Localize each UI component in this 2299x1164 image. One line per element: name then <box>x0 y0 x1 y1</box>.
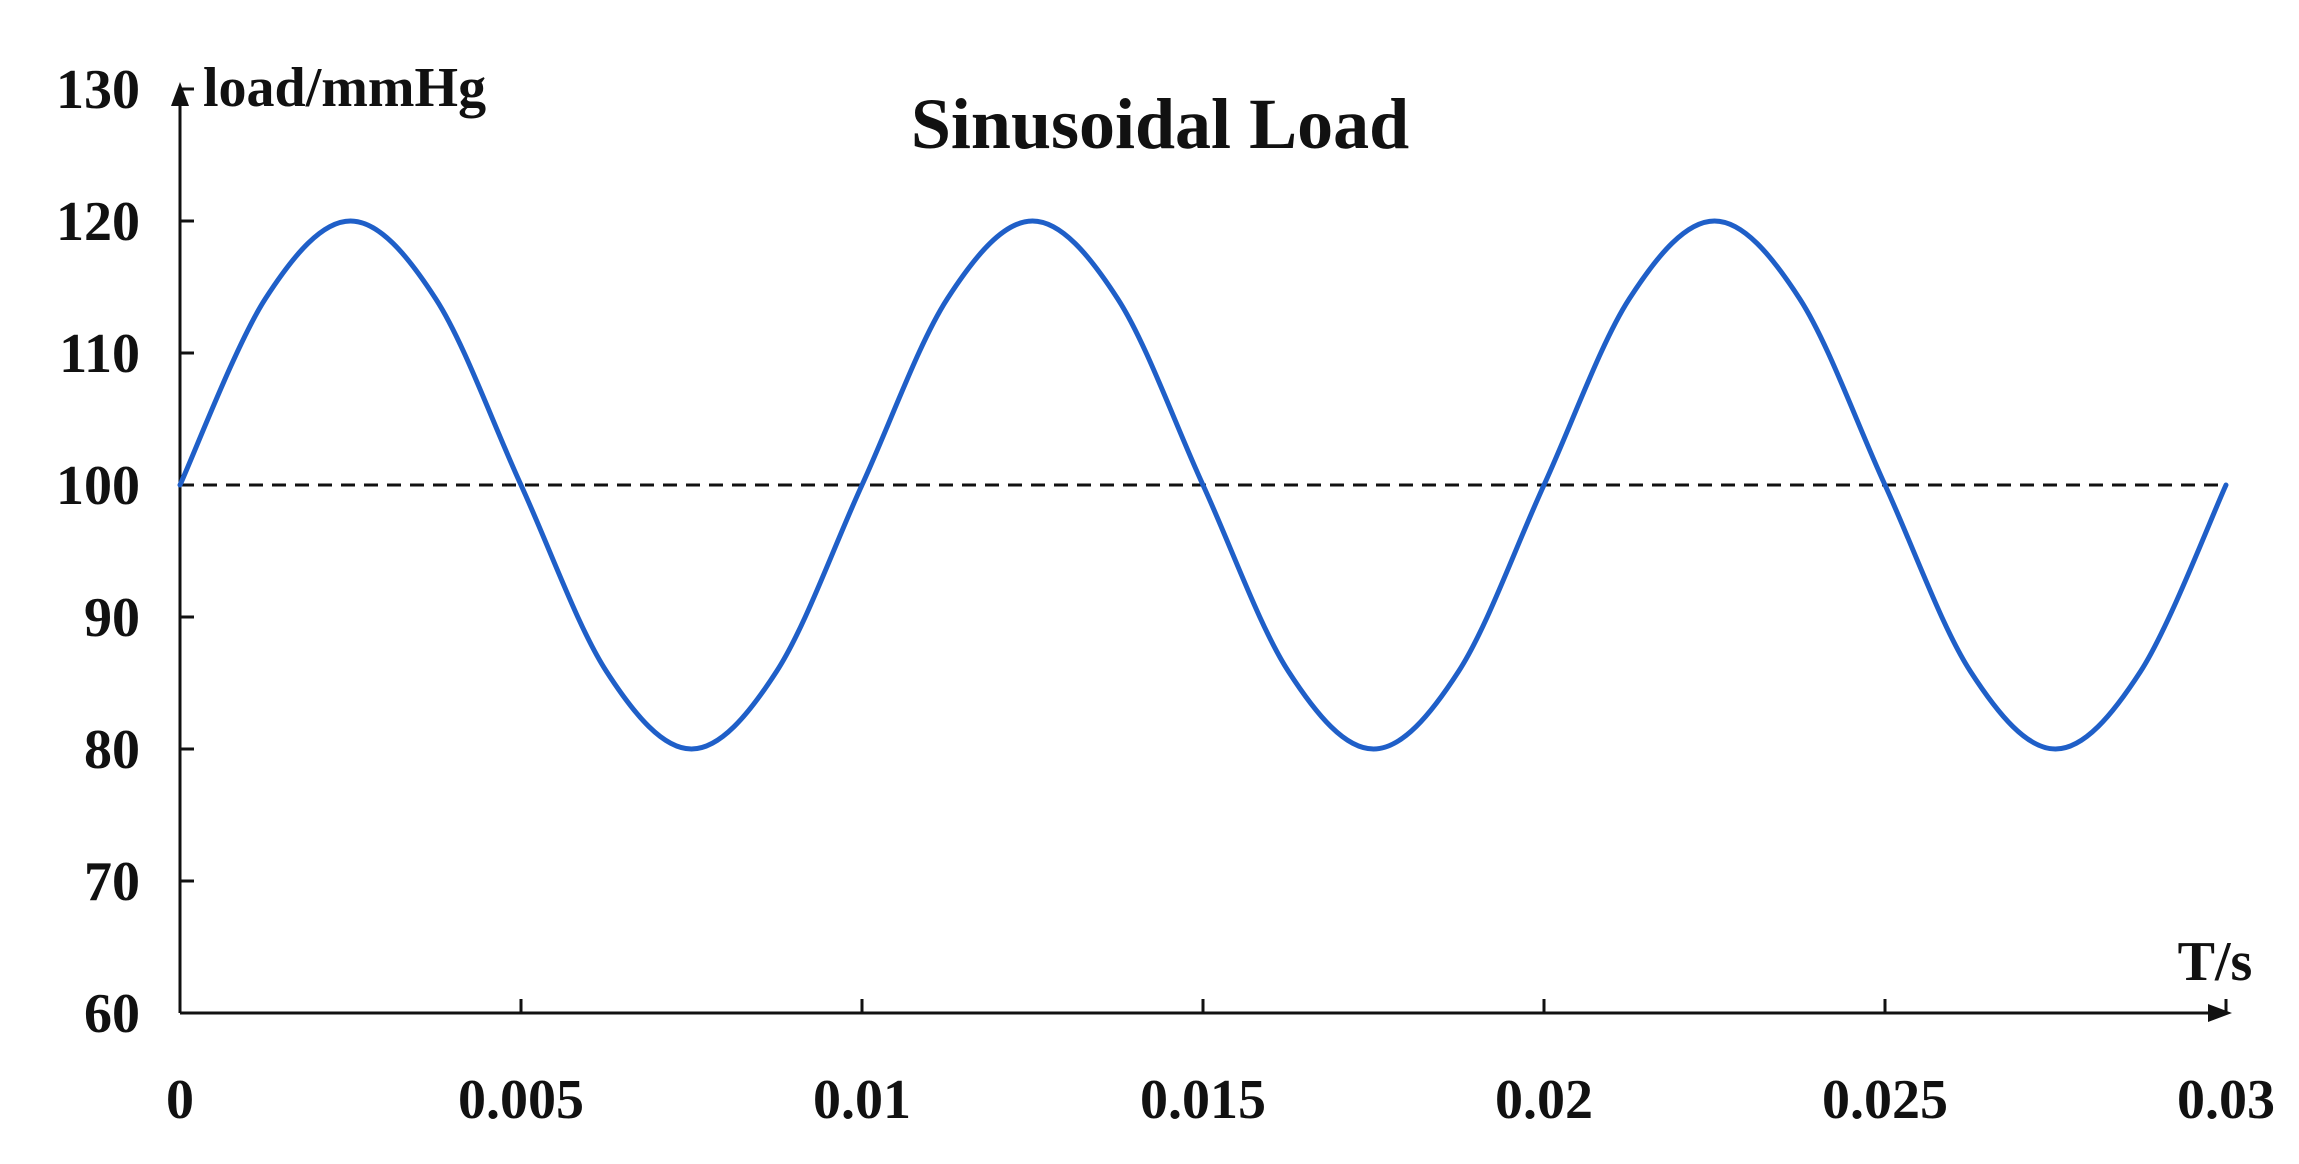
series-line <box>177 218 2229 752</box>
x-tick-label: 0.01 <box>813 1069 911 1131</box>
series-layer <box>177 218 2229 752</box>
labels-layer: 60 70 80 90 100 110 120 130 0 0.005 0.01 0.015 0.02 0… <box>56 59 2275 1131</box>
y-axis-title: load/mmHg <box>203 57 486 119</box>
axes <box>171 82 2232 1022</box>
y-tick-label: 110 <box>59 323 140 385</box>
y-tick-label: 80 <box>84 719 140 781</box>
x-axis-arrow <box>2208 1004 2232 1022</box>
x-tick-label: 0 <box>166 1069 194 1131</box>
y-tick-label: 60 <box>84 983 140 1045</box>
x-tick-label: 0.025 <box>1822 1069 1948 1131</box>
x-tick-label: 0.015 <box>1140 1069 1266 1131</box>
x-axis-title: T/s <box>2178 931 2253 993</box>
y-tick-label: 90 <box>84 587 140 649</box>
y-tick-label: 120 <box>56 191 140 253</box>
chart-title: Sinusoidal Load <box>911 84 1409 164</box>
x-tick-label: 0.005 <box>458 1069 584 1131</box>
x-tick-label: 0.03 <box>2177 1069 2275 1131</box>
x-tick-label: 0.02 <box>1495 1069 1593 1131</box>
y-axis-arrow <box>171 82 189 106</box>
y-tick-label: 130 <box>56 59 140 121</box>
y-tick-label: 70 <box>84 851 140 913</box>
y-tick-label: 100 <box>56 455 140 517</box>
